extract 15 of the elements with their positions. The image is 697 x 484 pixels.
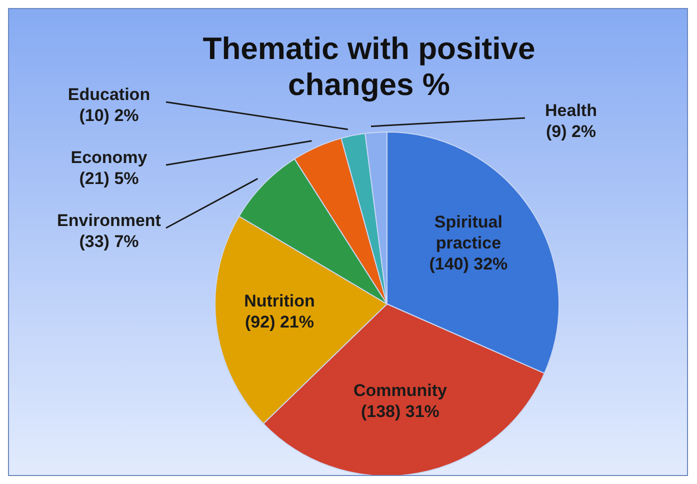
slice-label: Environment bbox=[57, 210, 162, 230]
data-label: (33) 7% bbox=[79, 232, 139, 250]
chart-title: Thematic with positive changes % bbox=[202, 31, 536, 102]
data-label: (21) 5% bbox=[79, 168, 139, 188]
slice-label: Education bbox=[68, 84, 150, 104]
data-label: (10) 2% bbox=[79, 106, 139, 124]
data-label: (138) 31% bbox=[360, 402, 440, 421]
data-label: (92) 21% bbox=[245, 312, 314, 332]
slice-label: Spiritual practice bbox=[434, 212, 502, 252]
data-label: (140) 32% bbox=[429, 254, 508, 274]
slice-label: Economy bbox=[70, 148, 148, 166]
data-label: (9) 2% bbox=[546, 122, 596, 140]
slice-label: Nutrition bbox=[244, 291, 315, 310]
slice-label: Community bbox=[353, 380, 448, 400]
slice-label: Health bbox=[545, 100, 597, 120]
